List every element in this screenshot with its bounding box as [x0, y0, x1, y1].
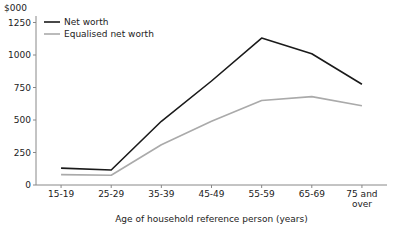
- y-tick: [33, 152, 36, 153]
- x-tick-label: 35-39: [148, 189, 174, 199]
- x-tick-label-line: over: [352, 199, 372, 209]
- x-tick-label: 45-49: [198, 189, 224, 199]
- y-tick-label: 500: [14, 115, 31, 125]
- legend: Net worth Equalised net worth: [44, 17, 154, 39]
- x-tick: [361, 185, 362, 188]
- y-tick-label: 250: [14, 148, 31, 158]
- x-tick: [211, 185, 212, 188]
- y-tick: [33, 87, 36, 88]
- x-axis-label: Age of household reference person (years…: [115, 214, 308, 224]
- series-line: [61, 97, 362, 176]
- x-tick-label: 55-59: [249, 189, 275, 199]
- chart-svg: 0 250 500 750 1000 1250 15-19 25-29 35-39 45-49 55…: [0, 0, 397, 227]
- x-tick-label: 75 andover: [346, 189, 377, 209]
- x-tick: [311, 185, 312, 188]
- y-axis-label: $000: [4, 3, 27, 13]
- plot-area: [61, 38, 362, 175]
- series-line: [61, 38, 362, 170]
- x-tick-label-line: 75 and: [346, 189, 377, 199]
- x-tick-label-line: 45-49: [198, 189, 224, 199]
- background: [0, 0, 397, 227]
- y-tick-label: 1000: [8, 50, 31, 60]
- y-tick-label: 1250: [8, 18, 31, 28]
- x-tick: [61, 185, 62, 188]
- x-tick-label-line: 55-59: [249, 189, 275, 199]
- legend-label: Net worth: [64, 17, 108, 27]
- x-tick: [111, 185, 112, 188]
- x-tick-label-line: 25-29: [98, 189, 124, 199]
- y-tick: [33, 55, 36, 56]
- x-tick-label-line: 35-39: [148, 189, 174, 199]
- x-tick-label-line: 65-69: [299, 189, 325, 199]
- y-tick-label: 0: [25, 180, 31, 190]
- x-tick-label: 25-29: [98, 189, 124, 199]
- chart-container: 0 250 500 750 1000 1250 15-19 25-29 35-39 45-49 55…: [0, 0, 397, 227]
- x-tick-label-line: 15-19: [48, 189, 74, 199]
- legend-label: Equalised net worth: [64, 29, 154, 39]
- x-tick: [161, 185, 162, 188]
- x-tick-label: 15-19: [48, 189, 74, 199]
- legend-swatch: [44, 21, 60, 23]
- x-tick: [261, 185, 262, 188]
- y-axis-line: [36, 16, 37, 185]
- legend-swatch: [44, 33, 60, 35]
- y-tick: [33, 185, 36, 186]
- y-tick: [33, 22, 36, 23]
- x-tick-label: 65-69: [299, 189, 325, 199]
- y-tick: [33, 120, 36, 121]
- y-tick-label: 750: [14, 83, 31, 93]
